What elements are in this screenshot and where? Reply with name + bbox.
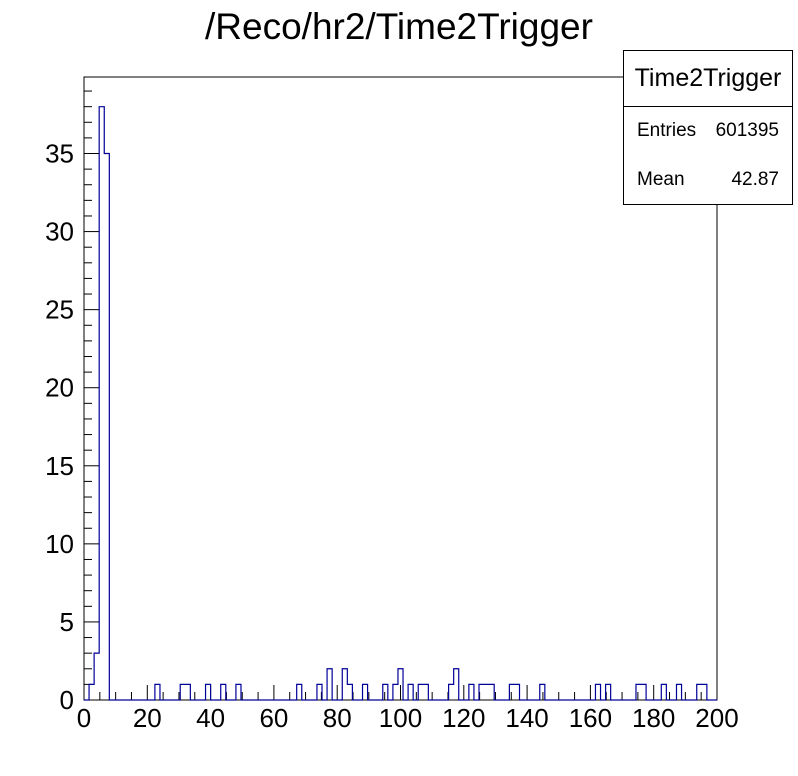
stats-box-title: Time2Trigger <box>624 51 792 107</box>
y-tick-label: 35 <box>45 139 74 169</box>
stats-label-entries: Entries <box>637 120 697 142</box>
y-tick-label: 15 <box>45 451 74 481</box>
stats-label-mean: Mean <box>637 168 685 190</box>
y-tick-label: 0 <box>60 685 74 715</box>
stats-row-mean: Mean 42.87 <box>624 156 792 205</box>
x-tick-label: 160 <box>569 703 612 733</box>
axis-ticks <box>83 90 718 701</box>
x-tick-label: 120 <box>442 703 485 733</box>
y-tick-label: 10 <box>45 529 74 559</box>
x-tick-label: 200 <box>695 703 738 733</box>
y-tick-label: 5 <box>60 607 74 637</box>
y-tick-label: 25 <box>45 295 74 325</box>
page-title: /Reco/hr2/Time2Trigger <box>205 6 593 47</box>
stats-box-body: Entries 601395 Mean 42.87 <box>624 107 792 204</box>
x-tick-label: 60 <box>259 703 288 733</box>
stats-value-entries: 601395 <box>715 120 779 142</box>
stats-box: Time2Trigger Entries 601395 Mean 42.87 <box>623 50 793 205</box>
x-tick-label: 40 <box>196 703 225 733</box>
x-tick-label: 80 <box>323 703 352 733</box>
y-tick-label: 20 <box>45 373 74 403</box>
histogram-line <box>84 106 717 701</box>
x-tick-label: 100 <box>379 703 422 733</box>
x-tick-label: 180 <box>632 703 675 733</box>
stats-row-entries: Entries 601395 <box>624 107 792 156</box>
x-tick-label: 140 <box>505 703 548 733</box>
x-tick-label: 0 <box>77 703 91 733</box>
stats-value-mean: 42.87 <box>731 168 779 190</box>
y-tick-label: 30 <box>45 217 74 247</box>
axis-labels: 0 20 40 60 80 100 120 140 160 180 200 0 5 10 15 20 25 30 3… <box>45 139 739 733</box>
x-tick-label: 20 <box>133 703 162 733</box>
